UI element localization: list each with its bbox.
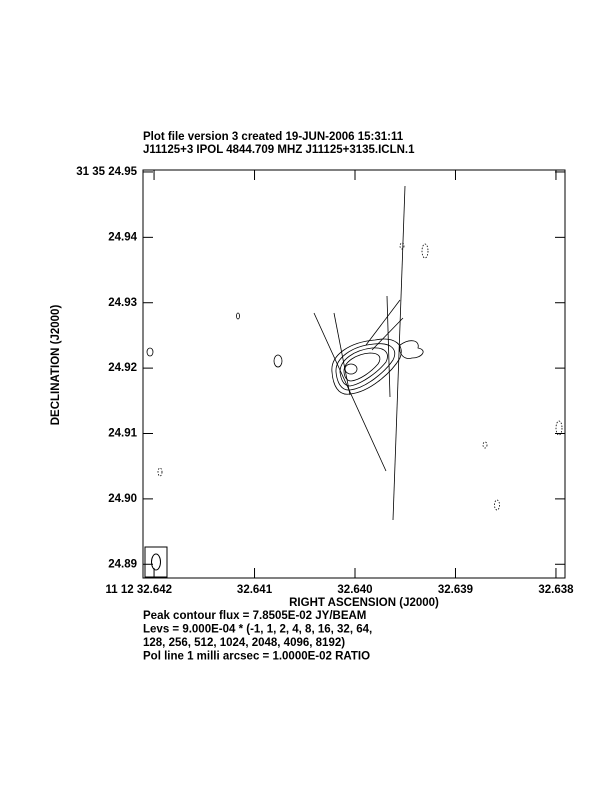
polarization-vectors <box>313 185 406 521</box>
x-tick-label: 32.639 <box>438 584 473 596</box>
y-axis-label: DECLINATION (J2000) <box>50 305 62 426</box>
y-tick-label: 24.92 <box>108 362 137 374</box>
y-tick-label: 24.91 <box>108 428 137 440</box>
y-tick-label: 24.90 <box>108 493 137 505</box>
x-tick-label: 32.641 <box>237 584 273 596</box>
x-tick-label: 32.638 <box>538 584 574 596</box>
footer-line: 128, 256, 512, 1024, 2048, 4096, 8192) <box>143 637 345 649</box>
plot-frame <box>142 169 566 579</box>
y-tick-label: 24.89 <box>108 558 137 570</box>
footer-line: Peak contour flux = 7.8505E-02 JY/BEAM <box>143 610 366 622</box>
x-tick-label: 11 12 32.642 <box>106 584 173 596</box>
y-tick-label: 24.94 <box>108 231 137 243</box>
x-axis-label: RIGHT ASCENSION (J2000) <box>289 597 439 609</box>
title-line: J11125+3 IPOL 4844.709 MHZ J11125+3135.I… <box>143 144 415 156</box>
y-tick-label: 24.93 <box>108 297 137 309</box>
y-tick-label: 31 35 24.95 <box>76 166 137 178</box>
footer-line: Pol line 1 milli arcsec = 1.0000E-02 RAT… <box>143 651 370 663</box>
contours <box>146 242 563 511</box>
beam <box>144 546 168 578</box>
x-tick-label: 32.640 <box>337 584 372 596</box>
footer-line: Levs = 9.000E-04 * (-1, 1, 2, 4, 8, 16, … <box>143 624 372 636</box>
title-line: Plot file version 3 created 19-JUN-2006 … <box>143 131 404 143</box>
